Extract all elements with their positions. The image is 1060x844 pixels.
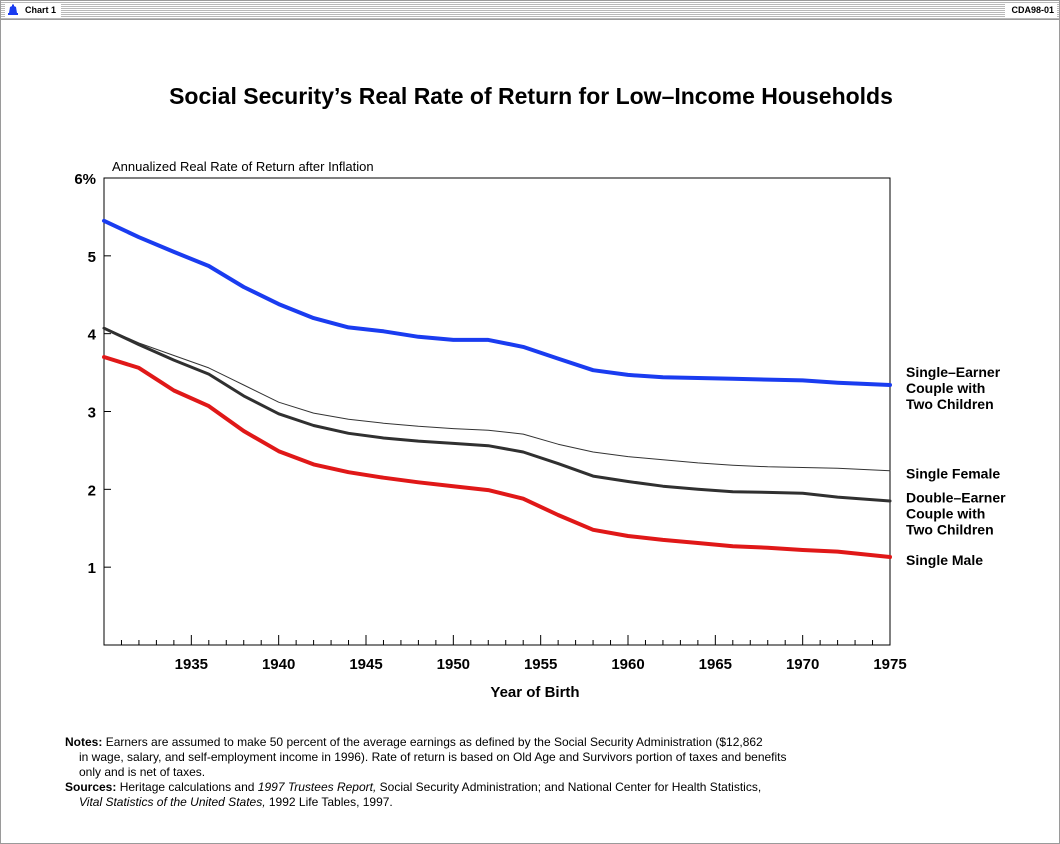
x-tick-label: 1935 (175, 656, 208, 673)
y-tick-label: 5 (88, 249, 96, 266)
series-line-0 (102, 218, 892, 387)
sources-line-1: Sources: Heritage calculations and 1997 … (65, 780, 1025, 795)
y-tick-label: 2 (88, 482, 96, 499)
y-tick-label: 3 (88, 405, 96, 422)
liberty-bell-icon (8, 4, 18, 15)
series-label-2: Double–Earner (906, 490, 1006, 506)
plot-area (103, 177, 891, 646)
y-tick-label: 1 (88, 560, 96, 577)
y-axis-label: Annualized Real Rate of Return after Inf… (112, 159, 374, 174)
document-code: CDA98-01 (1011, 5, 1054, 15)
sources-text-2b: 1992 Life Tables, 1997. (265, 795, 393, 809)
sources-text-1b: 1997 Trustees Report, (257, 780, 377, 794)
plot-frame (103, 177, 891, 646)
x-tick-label: 1955 (524, 656, 557, 673)
x-axis-label: Year of Birth (490, 684, 579, 701)
notes-line-1: Notes: Earners are assumed to make 50 pe… (65, 735, 1025, 750)
y-tick-label: 4 (88, 327, 97, 344)
sources-text-2a: Vital Statistics of the United States, (79, 795, 266, 809)
x-tick-label: 1940 (262, 656, 295, 673)
sources-label: Sources: (65, 780, 117, 794)
series-line-3 (102, 355, 892, 559)
x-tick-label: 1950 (437, 656, 470, 673)
line-chart: 1935 1940 1945 1950 1955 1960 1965 1970 1975 1 2 3… (74, 159, 1006, 701)
notes-text-1: Earners are assumed to make 50 percent o… (105, 735, 763, 749)
series-label-2: Couple with (906, 506, 985, 522)
notes-label: Notes: (65, 735, 103, 749)
x-axis: 1935 1940 1945 1950 1955 1960 1965 1970 1975 (120, 635, 907, 673)
chart-title: Social Security’s Real Rate of Return fo… (169, 83, 893, 109)
series-label-0: Two Children (906, 396, 994, 412)
notes-text-2: in wage, salary, and self-employment inc… (79, 750, 787, 764)
x-tick-label: 1965 (699, 656, 732, 673)
window-title-group: Chart 1 (5, 3, 62, 17)
x-tick-label: 1945 (349, 656, 382, 673)
x-tick-label: 1975 (873, 656, 906, 673)
x-tick-label: 1960 (611, 656, 644, 673)
window-code-group: CDA98-01 (1005, 3, 1057, 17)
sources-line-2: Vital Statistics of the United States, 1… (65, 795, 1025, 810)
series-label-0: Single–Earner (906, 364, 1001, 380)
series-label-2: Two Children (906, 522, 994, 538)
series-layer (102, 218, 892, 559)
series-line-1 (103, 326, 891, 472)
window-title: Chart 1 (25, 5, 57, 15)
y-axis: 1 2 3 4 5 6% (74, 171, 111, 577)
notes-block: Notes: Earners are assumed to make 50 pe… (65, 735, 1025, 810)
series-line-2 (102, 326, 892, 503)
notes-text-3: only and is net of taxes. (79, 765, 206, 779)
window-titlebar[interactable]: Chart 1 CDA98-01 (1, 1, 1059, 20)
y-tick-label: 6% (74, 171, 96, 188)
series-label-1: Single Female (906, 466, 1000, 482)
sources-text-1c: Social Security Administration; and Nati… (376, 780, 762, 794)
series-label-3: Single Male (906, 552, 983, 568)
series-label-0: Couple with (906, 380, 985, 396)
sources-text-1a: Heritage calculations and (119, 780, 258, 794)
x-tick-label: 1970 (786, 656, 819, 673)
